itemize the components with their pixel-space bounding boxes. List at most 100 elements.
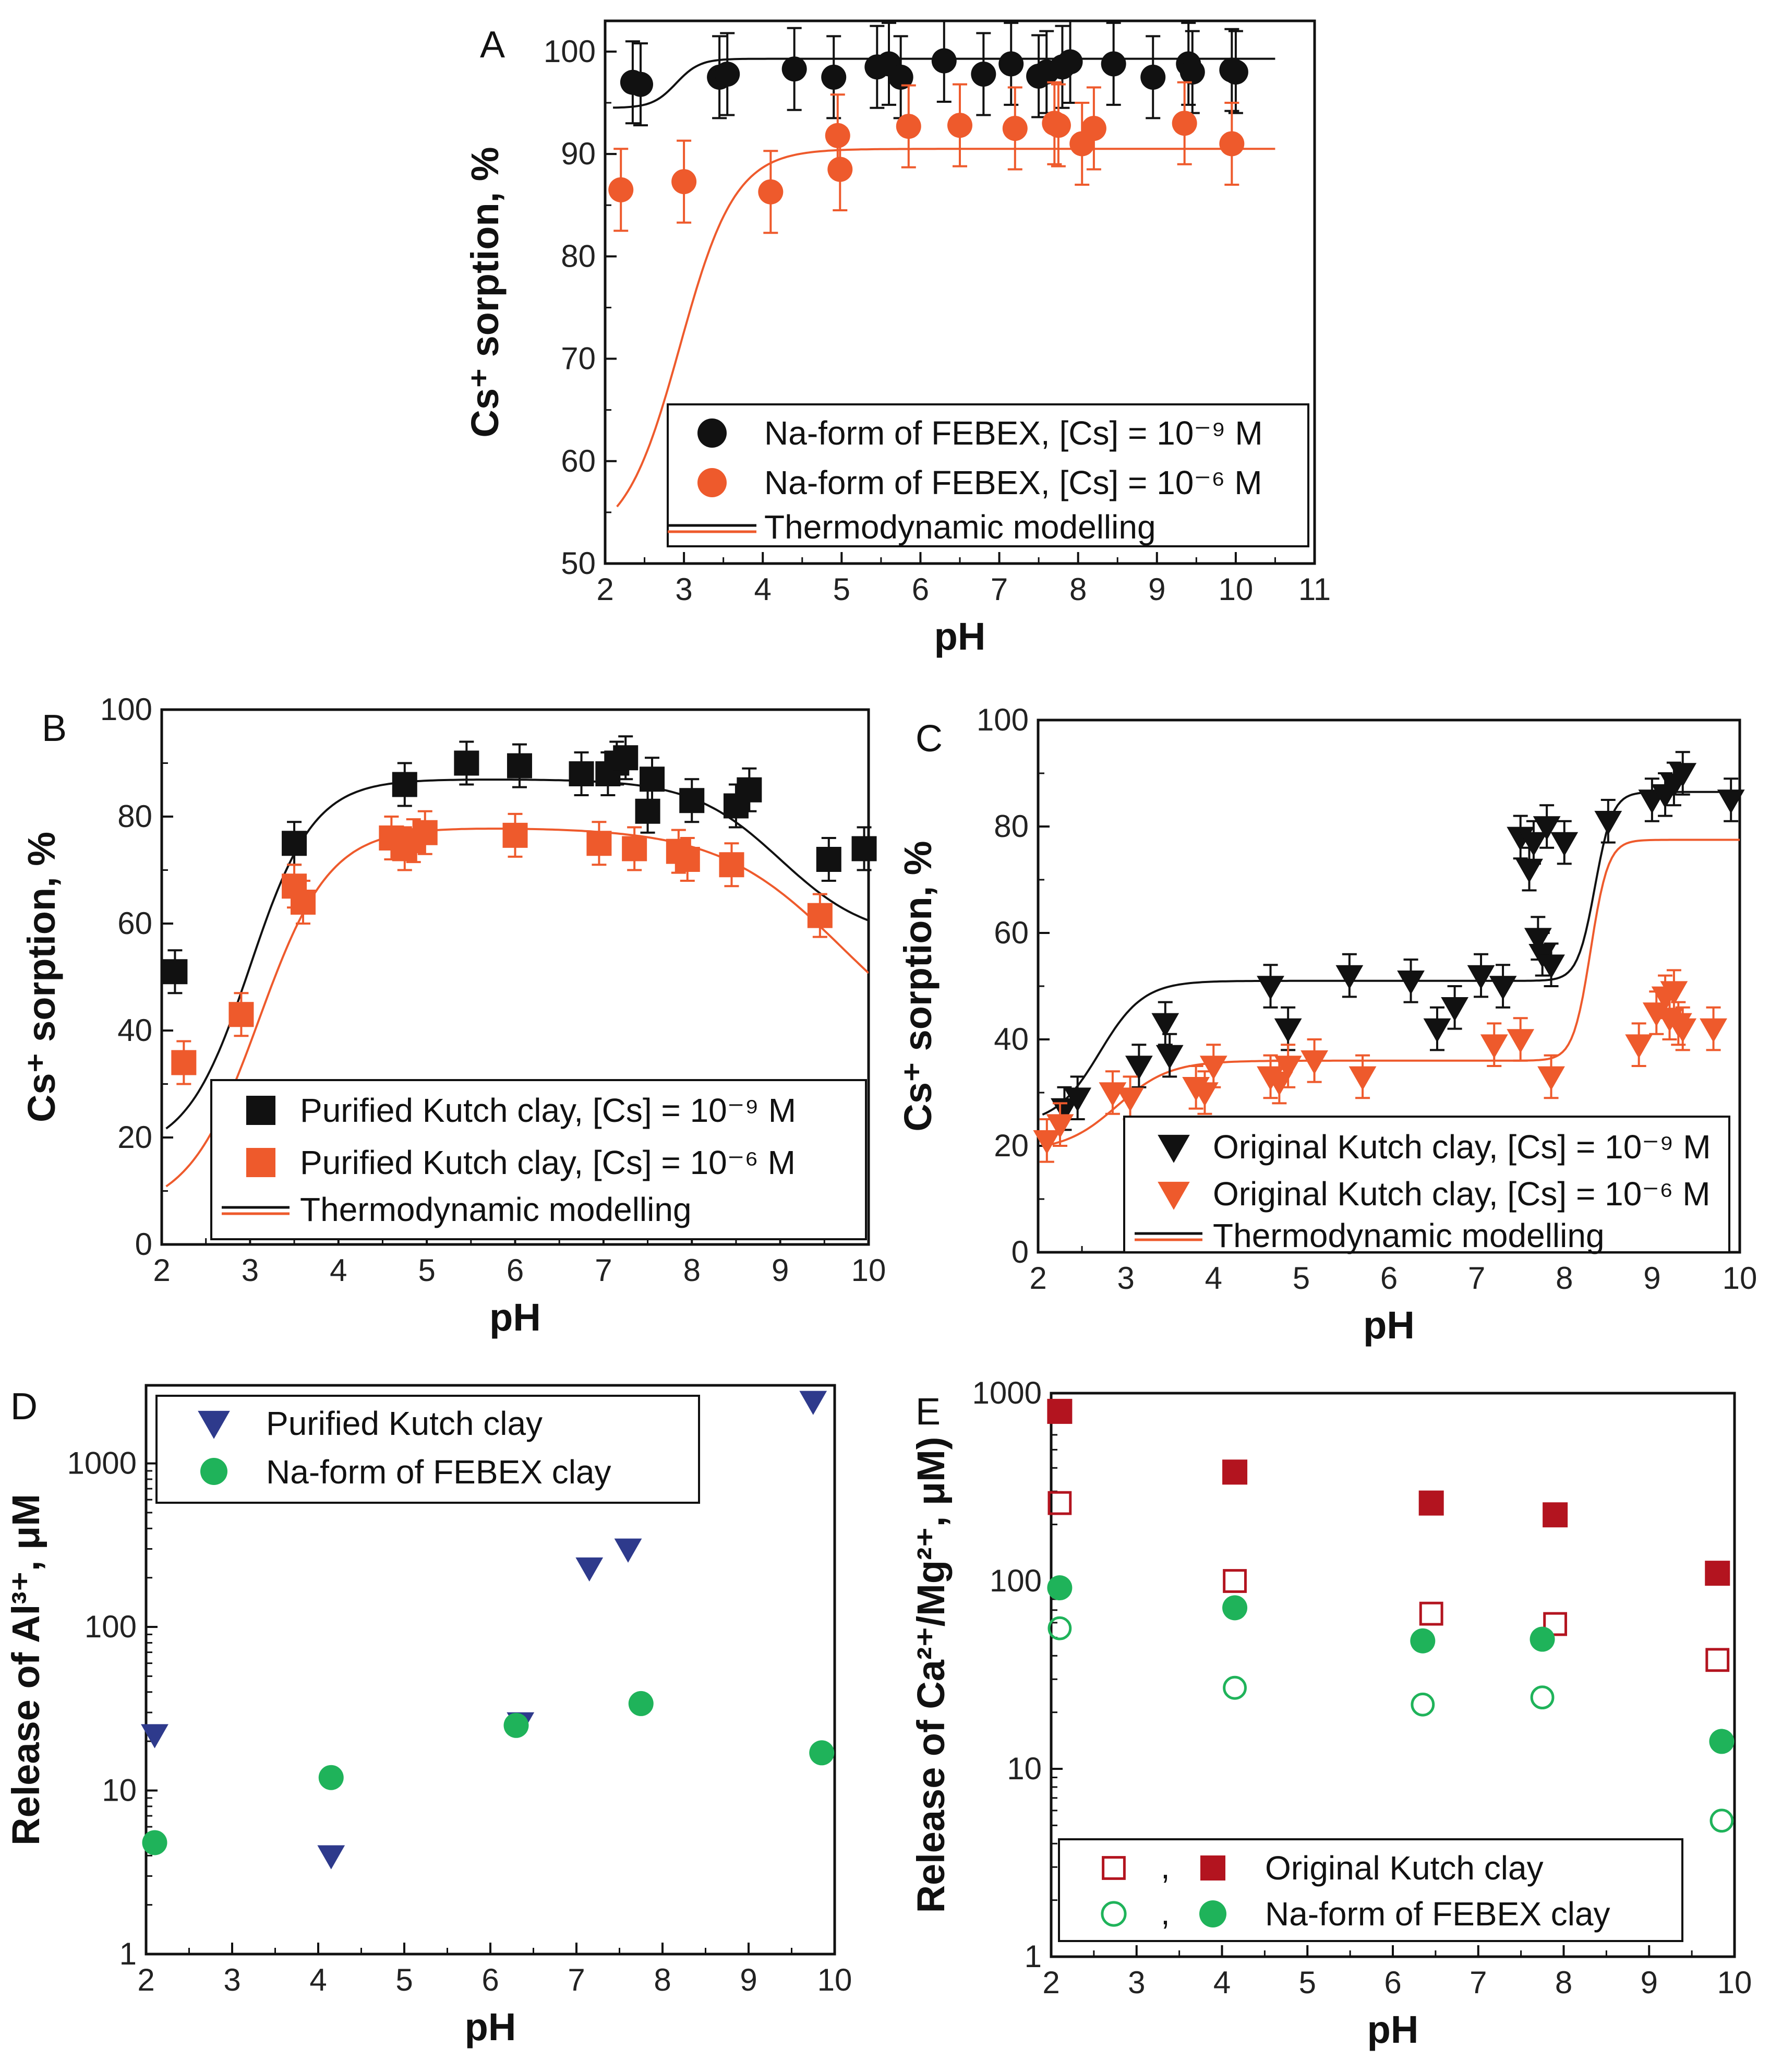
data-point	[1410, 1628, 1436, 1654]
data-point	[1348, 1066, 1377, 1091]
data-point	[737, 777, 762, 803]
data-point	[888, 64, 913, 90]
data-point	[1530, 1626, 1555, 1652]
data-point	[1335, 965, 1364, 989]
data-point	[1507, 1029, 1535, 1053]
data-point	[1669, 1018, 1697, 1043]
data-point	[1140, 64, 1166, 90]
y-tick-label: 60	[994, 915, 1029, 950]
data-point	[1223, 59, 1248, 85]
x-tick-label: 3	[1117, 1261, 1134, 1296]
legend-label: Original Kutch clay	[1265, 1849, 1544, 1887]
x-tick-label: 4	[1213, 1965, 1231, 2000]
data-point	[392, 772, 417, 797]
data-point	[1705, 1561, 1730, 1586]
data-point	[317, 1845, 345, 1870]
data-point	[971, 62, 996, 87]
y-tick-label: 0	[135, 1227, 152, 1262]
y-tick-label: 80	[117, 799, 152, 834]
model-curve	[1042, 791, 1740, 1116]
data-point	[1411, 1692, 1435, 1717]
x-tick-label: 6	[507, 1253, 524, 1288]
data-point	[291, 890, 316, 915]
x-tick-label: 10	[1219, 572, 1254, 607]
data-point	[162, 959, 188, 985]
panel-letter: D	[10, 1386, 38, 1428]
data-point	[1172, 111, 1197, 136]
y-tick-label: 80	[994, 809, 1029, 844]
data-point	[1543, 1502, 1568, 1528]
x-tick-label: 9	[740, 1962, 757, 1997]
data-point	[1533, 816, 1561, 841]
x-tick-label: 7	[1468, 1261, 1485, 1296]
data-point	[1669, 763, 1697, 787]
panel-letter: C	[916, 718, 943, 760]
y-tick-label: 20	[117, 1120, 152, 1155]
x-tick-label: 10	[1723, 1261, 1757, 1296]
legend-marker	[697, 418, 727, 448]
y-tick-label: 100	[100, 692, 152, 727]
data-point	[569, 761, 594, 786]
x-tick-label: 5	[1299, 1965, 1316, 2000]
x-tick-label: 5	[418, 1253, 435, 1288]
data-point	[1419, 1601, 1443, 1626]
y-tick-label: 1	[119, 1936, 137, 1971]
panel-letter: E	[916, 1391, 941, 1433]
y-tick-label: 1	[1025, 1939, 1042, 1974]
data-point	[825, 123, 850, 148]
y-tick-label: 100	[990, 1563, 1042, 1598]
data-point	[947, 113, 972, 138]
x-tick-label: 6	[1380, 1261, 1398, 1296]
data-point	[1301, 1050, 1328, 1075]
data-point	[1537, 954, 1565, 979]
x-tick-label: 5	[833, 572, 850, 607]
x-axis-title: pH	[489, 1296, 541, 1339]
y-axis-title: Release of Ca²⁺/Mg²⁺, μM)	[909, 1437, 953, 1913]
data-point	[1155, 1045, 1184, 1069]
legend-label: Na-form of FEBEX, [Cs] = 10⁻⁶ M	[764, 464, 1262, 501]
legend-box	[1123, 1116, 1730, 1253]
x-tick-label: 3	[223, 1962, 240, 1997]
legend-marker	[1102, 1856, 1126, 1880]
legend-marker	[198, 1410, 230, 1439]
data-point	[1530, 1685, 1555, 1710]
x-tick-label: 3	[675, 572, 692, 607]
data-point	[282, 831, 307, 856]
data-point	[640, 766, 665, 792]
data-point	[799, 1391, 827, 1415]
legend-separator: ,	[1161, 1848, 1170, 1886]
y-tick-label: 80	[561, 238, 596, 273]
x-axis-title: pH	[1363, 1303, 1415, 1347]
x-tick-label: 5	[395, 1962, 413, 1997]
legend-label: Thermodynamic modelling	[1213, 1217, 1605, 1254]
x-tick-label: 2	[1042, 1965, 1059, 2000]
data-point	[807, 903, 833, 928]
x-tick-label: 8	[1069, 572, 1087, 607]
data-point	[821, 64, 847, 90]
data-point	[931, 48, 957, 74]
data-point	[781, 56, 807, 82]
y-tick-label: 60	[117, 906, 152, 941]
legend: Na-form of FEBEX, [Cs] = 10⁻⁹ M Na-form o…	[667, 403, 1309, 547]
data-point	[1223, 1569, 1247, 1593]
data-point	[1705, 1648, 1730, 1672]
x-tick-label: 8	[654, 1962, 671, 1997]
x-tick-label: 9	[772, 1253, 789, 1288]
legend-label: Purified Kutch clay, [Cs] = 10⁻⁹ M	[300, 1092, 796, 1129]
legend: Purified Kutch clay, [Cs] = 10⁻⁹ M Purifi…	[210, 1079, 867, 1240]
legend-separator: ,	[1161, 1894, 1170, 1932]
x-tick-label: 7	[991, 572, 1008, 607]
data-point	[1480, 1034, 1508, 1059]
x-axis-title: pH	[465, 2005, 516, 2049]
data-point	[1467, 965, 1495, 989]
data-point	[1441, 997, 1468, 1022]
data-point	[1057, 49, 1083, 75]
data-point	[228, 1002, 254, 1027]
data-point	[1550, 832, 1579, 856]
data-point	[1179, 59, 1205, 85]
data-point	[1219, 131, 1245, 157]
data-point	[1047, 1575, 1073, 1601]
x-tick-label: 4	[330, 1253, 347, 1288]
data-point	[1709, 1729, 1735, 1754]
